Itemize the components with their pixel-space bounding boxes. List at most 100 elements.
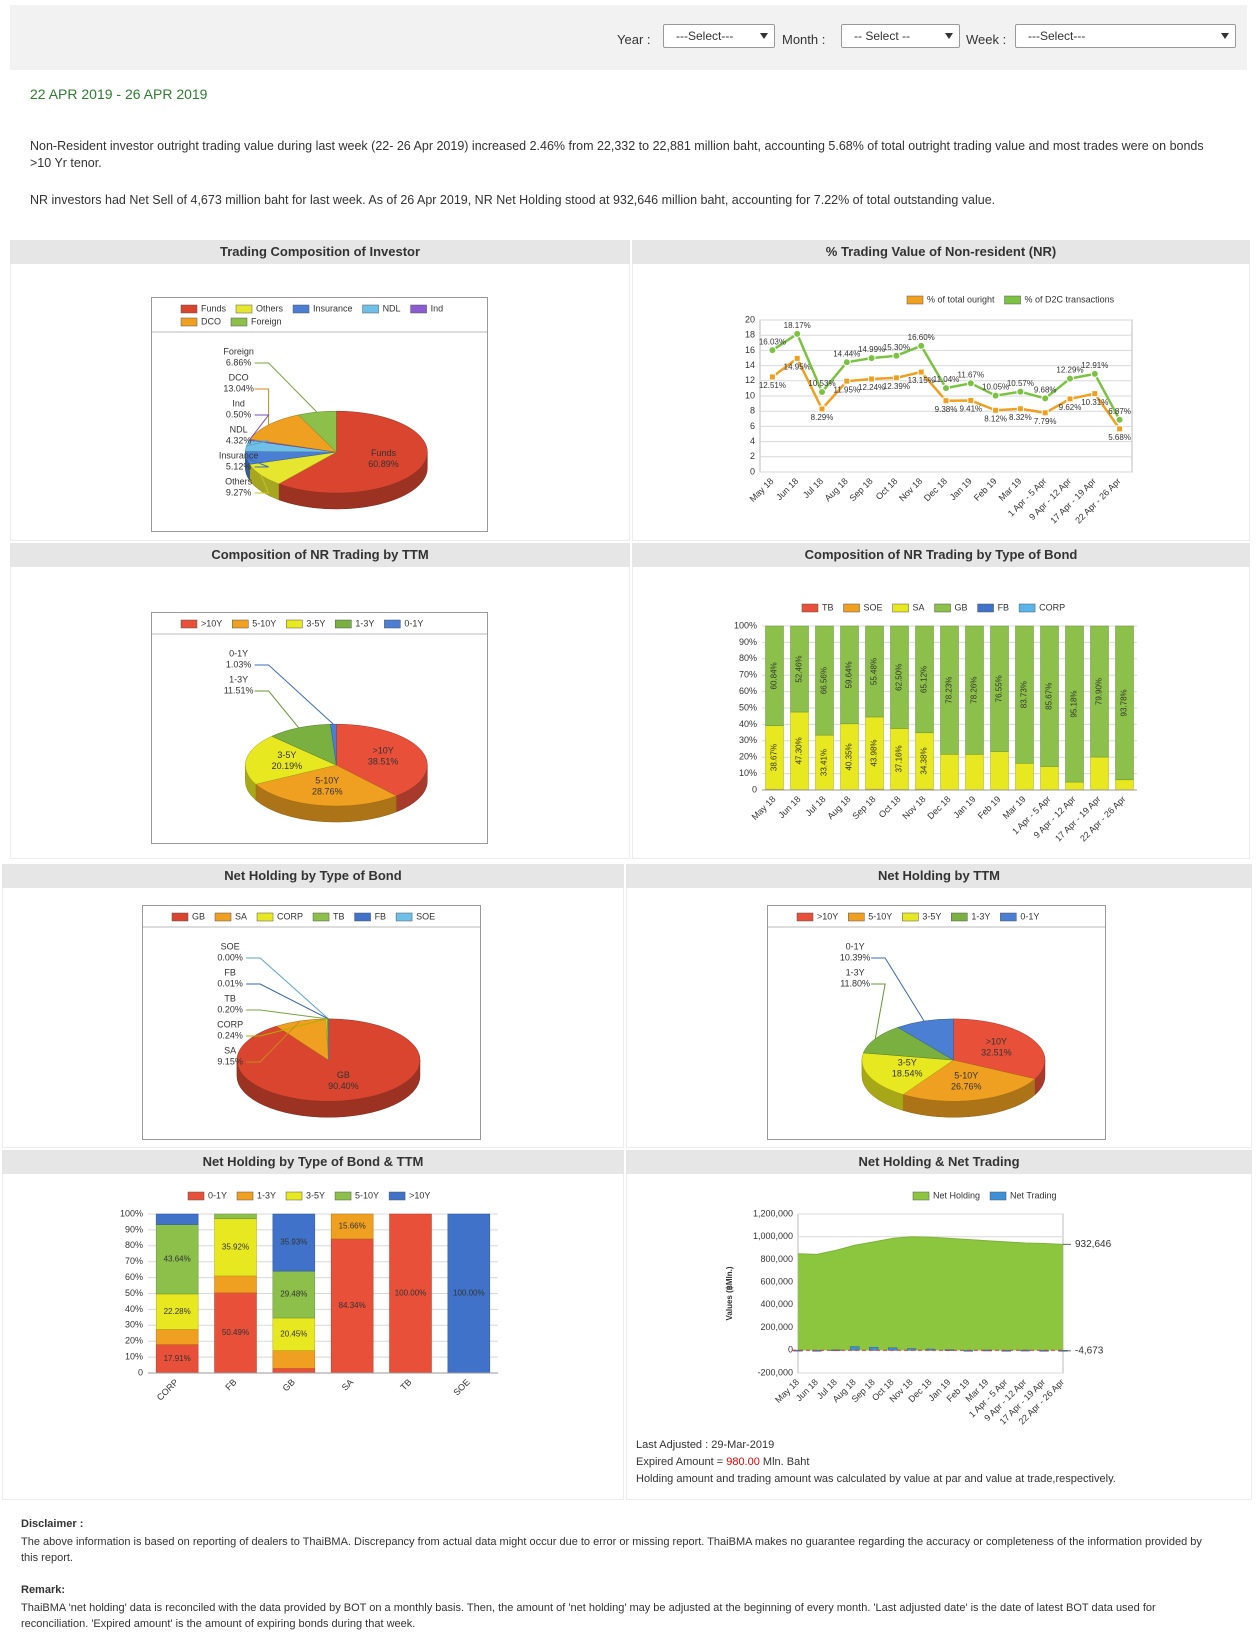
bar-segment	[330, 1213, 374, 1240]
y-tick-label: 100%	[120, 1208, 143, 1218]
data-label: 9.62%	[1059, 403, 1082, 412]
x-tick-label: May 18	[773, 1377, 801, 1405]
legend-label: Funds	[201, 303, 227, 313]
bar-segment	[965, 754, 984, 791]
data-label: 52.46%	[795, 655, 804, 682]
month-select[interactable]: -- Select --	[841, 24, 960, 48]
marker	[818, 405, 826, 413]
leader-line	[246, 983, 329, 1020]
slice-label: 13.04%	[223, 383, 254, 393]
x-tick-label: Aug 18	[825, 794, 852, 821]
y-tick-label: 60%	[739, 686, 757, 696]
data-label: 43.64%	[164, 1254, 191, 1263]
x-tick-label: 22 Apr - 26 Apr	[1073, 476, 1123, 526]
leader-line	[254, 362, 318, 413]
x-tick-label: Oct 18	[877, 794, 903, 820]
panel-title: Composition of NR Trading by TTM	[10, 543, 630, 567]
slice	[862, 1027, 954, 1061]
data-label: 14.44%	[833, 349, 860, 358]
chart: % of total ouright % of D2C transactions 0…	[745, 294, 1133, 526]
data-label: 5.68%	[1108, 433, 1131, 442]
legend-label: 1-3Y	[257, 1190, 276, 1200]
legend-label: TB	[822, 602, 834, 612]
data-label: 65.12%	[920, 666, 929, 693]
data-label: 17.91%	[164, 1354, 191, 1363]
x-tick-label: May 18	[750, 794, 778, 822]
marker	[892, 351, 901, 360]
legend-label: FB	[998, 602, 1010, 612]
y-tick-label: 70%	[739, 670, 757, 680]
last-adjusted: Last Adjusted : 29-Mar-2019	[636, 1439, 775, 1451]
y-tick-label: 90%	[125, 1224, 143, 1234]
slice-label: 11.80%	[840, 978, 870, 988]
y-tick-label: 0	[752, 784, 757, 794]
x-tick-label: FB	[223, 1377, 238, 1392]
data-label: 33.41%	[820, 749, 829, 776]
bar-segment	[1040, 766, 1059, 791]
marker	[793, 329, 802, 338]
data-label: 35.92%	[222, 1242, 249, 1251]
slice	[255, 764, 398, 807]
bar-segment	[815, 625, 834, 736]
calculation-note: Holding amount and trading amount was ca…	[636, 1473, 1116, 1485]
legend-label: Insurance	[313, 303, 353, 313]
x-tick-label: Sep 18	[850, 794, 877, 821]
data-label: 12.91%	[1081, 361, 1108, 370]
x-tick-label: Sep 18	[847, 476, 874, 503]
leader-line	[254, 474, 270, 494]
month-placeholder: -- Select --	[854, 29, 911, 43]
data-label: 7.79%	[1034, 417, 1057, 426]
bar-segment	[890, 625, 909, 729]
legend-swatch	[171, 912, 189, 922]
y-tick-label: 20%	[739, 752, 757, 762]
data-label: 15.30%	[883, 343, 910, 352]
data-label: 79.90%	[1095, 678, 1104, 705]
bar-segment	[1040, 625, 1059, 767]
expired-suffix: Mln. Baht	[759, 1456, 810, 1468]
year-label: Year :	[617, 32, 651, 47]
slice-label: 38.51%	[368, 757, 399, 767]
legend-swatch	[384, 619, 401, 629]
legend-label: FB	[375, 911, 387, 921]
marker	[818, 387, 826, 396]
legend-swatch	[395, 912, 413, 922]
slice-name: Ind	[232, 398, 245, 408]
year-select[interactable]: ---Select---	[663, 24, 775, 48]
x-tick-label: Feb 19	[972, 476, 999, 503]
slice-label: 90.40%	[328, 1081, 359, 1091]
slice-name: 3-5Y	[277, 750, 296, 760]
week-placeholder: ---Select---	[1028, 29, 1086, 43]
x-tick-label: CORP	[155, 1377, 180, 1402]
legend-label: Foreign	[251, 316, 282, 326]
legend-swatch	[902, 912, 919, 922]
bar-segment	[1015, 763, 1034, 791]
y-tick-label: 0	[138, 1367, 143, 1377]
y-tick-label: 0	[750, 466, 755, 476]
slice-name: >10Y	[986, 1037, 1007, 1047]
bar-segment	[1015, 625, 1034, 764]
legend-swatch	[187, 1191, 205, 1201]
x-tick-label: 22 Apr - 26 Apr	[1078, 794, 1128, 844]
data-label: 47.30%	[795, 737, 804, 764]
week-select[interactable]: ---Select---	[1015, 24, 1236, 48]
marker	[942, 384, 950, 393]
bar	[925, 1348, 936, 1351]
leader-line	[254, 690, 300, 729]
legend-swatch	[335, 619, 352, 629]
slice-name: GB	[337, 1070, 350, 1080]
annotation-label: -4,673	[1075, 1345, 1104, 1356]
legend-label: Net Trading	[1010, 1190, 1057, 1200]
y-tick-label: 1,200,000	[753, 1208, 793, 1218]
slice-label: 10.39%	[840, 952, 871, 962]
legend-swatch	[354, 912, 371, 922]
data-label: 10.05%	[982, 383, 1009, 392]
y-tick-label: 1,000,000	[753, 1231, 793, 1241]
x-tick-label: Jan 19	[951, 794, 977, 820]
y-axis-title: Values (฿Mln.)	[725, 1266, 734, 1320]
panel-title: % Trading Value of Non-resident (NR)	[632, 240, 1250, 264]
data-label: 8.29%	[811, 413, 834, 422]
slice-name: CORP	[217, 1019, 243, 1029]
data-label: 13.15%	[908, 376, 935, 385]
y-tick-label: 800,000	[760, 1254, 793, 1264]
